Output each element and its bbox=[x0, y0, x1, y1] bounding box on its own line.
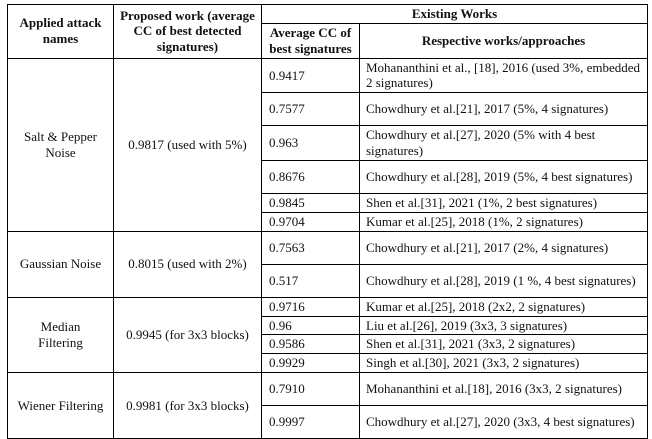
cc-value: 0.9704 bbox=[261, 211, 360, 232]
cc-value: 0.517 bbox=[261, 263, 360, 298]
work-reference: Kumar et al.[25], 2018 (1%, 2 signatures… bbox=[359, 211, 648, 232]
cc-value: 0.7577 bbox=[261, 92, 360, 127]
work-reference: Singh et al.[30], 2021 (3x3, 2 signature… bbox=[359, 353, 648, 374]
proposed-value-median: 0.9945 (for 3x3 blocks) bbox=[113, 296, 262, 374]
work-reference: Chowdhury et al.[28], 2019 (1 %, 4 best … bbox=[359, 263, 648, 298]
header-proposed-work: Proposed work (average CC of best detect… bbox=[113, 4, 262, 59]
proposed-value-wiener: 0.9981 (for 3x3 blocks) bbox=[113, 372, 262, 439]
cc-value: 0.8676 bbox=[261, 160, 360, 195]
attack-name-salt-pepper: Salt & Pepper Noise bbox=[7, 57, 114, 232]
work-reference: Chowdhury et al.[27], 2020 (5% with 4 be… bbox=[359, 125, 648, 162]
work-reference: Mohananthini et al., [18], 2016 (used 3%… bbox=[359, 57, 648, 94]
cc-value: 0.963 bbox=[261, 125, 360, 162]
cc-value: 0.7910 bbox=[261, 372, 360, 407]
work-reference: Chowdhury et al.[28], 2019 (5%, 4 best s… bbox=[359, 160, 648, 195]
header-average-cc: Average CC of best signatures bbox=[261, 22, 360, 59]
work-reference: Shen et al.[31], 2021 (1%, 2 best signat… bbox=[359, 193, 648, 213]
cc-value: 0.9997 bbox=[261, 405, 360, 439]
work-reference: Shen et al.[31], 2021 (3x3, 2 signatures… bbox=[359, 334, 648, 355]
cc-value: 0.9716 bbox=[261, 296, 360, 317]
proposed-value-gaussian: 0.8015 (used with 2%) bbox=[113, 230, 262, 298]
header-applied-attack: Applied attack names bbox=[7, 4, 114, 59]
cc-value: 0.9929 bbox=[261, 353, 360, 374]
header-existing-works: Existing Works bbox=[261, 4, 648, 24]
comparison-table: Applied attack names Proposed work (aver… bbox=[7, 4, 648, 439]
work-reference: Chowdhury et al.[21], 2017 (5%, 4 signat… bbox=[359, 92, 648, 127]
attack-name-gaussian: Gaussian Noise bbox=[7, 230, 114, 298]
cc-value: 0.9586 bbox=[261, 334, 360, 355]
cc-value: 0.96 bbox=[261, 315, 360, 336]
paper-table-sheet: Applied attack names Proposed work (aver… bbox=[7, 4, 648, 439]
work-reference: Kumar et al.[25], 2018 (2x2, 2 signature… bbox=[359, 296, 648, 317]
attack-name-wiener: Wiener Filtering bbox=[7, 372, 114, 439]
work-reference: Chowdhury et al.[21], 2017 (2%, 4 signat… bbox=[359, 230, 648, 265]
header-respective-works: Respective works/approaches bbox=[359, 22, 648, 59]
work-reference: Chowdhury et al.[27], 2020 (3x3, 4 best … bbox=[359, 405, 648, 439]
work-reference: Liu et al.[26], 2019 (3x3, 3 signatures) bbox=[359, 315, 648, 336]
cc-value: 0.7563 bbox=[261, 230, 360, 265]
attack-name-median: Median Filtering bbox=[7, 296, 114, 374]
cc-value: 0.9845 bbox=[261, 193, 360, 213]
cc-value: 0.9417 bbox=[261, 57, 360, 94]
proposed-value-salt-pepper: 0.9817 (used with 5%) bbox=[113, 57, 262, 232]
work-reference: Mohananthini et al.[18], 2016 (3x3, 2 si… bbox=[359, 372, 648, 407]
